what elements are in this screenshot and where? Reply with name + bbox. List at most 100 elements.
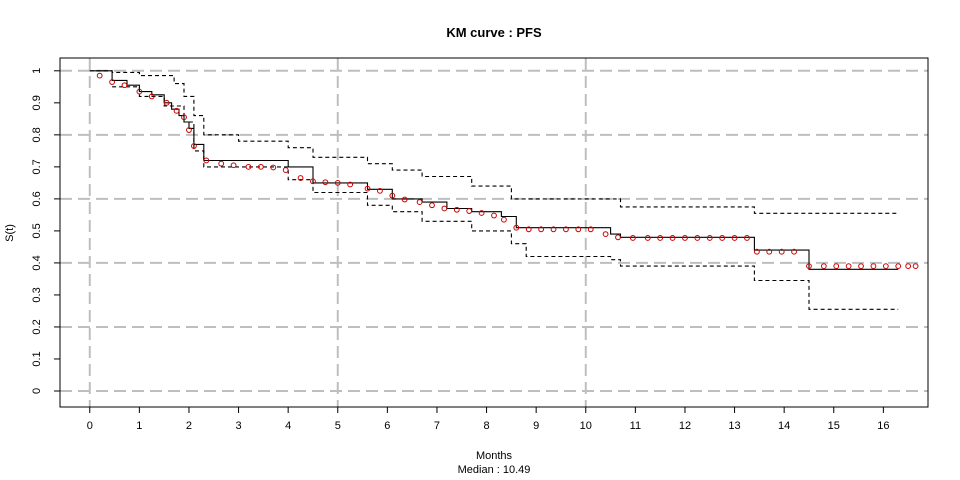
x-tick-label: 11: [630, 420, 641, 432]
censor-point: [895, 263, 902, 270]
censor-point: [245, 163, 252, 170]
y-tick-label: 0.5: [31, 223, 43, 238]
censor-points: [96, 72, 919, 270]
y-axis-label: S(t): [4, 224, 16, 242]
x-tick-label: 15: [828, 420, 840, 432]
x-tick-label: 16: [877, 420, 889, 432]
censor-point: [203, 157, 210, 164]
censor-point: [163, 99, 170, 106]
censor-point: [148, 93, 155, 100]
plot-frame: [59, 57, 929, 408]
censor-point: [753, 248, 760, 255]
x-tick-label: 9: [533, 420, 539, 432]
x-tick-label: 13: [728, 420, 740, 432]
y-tick-label: 1: [31, 68, 43, 74]
chart-subtitle-median: Median : 10.49: [458, 464, 531, 476]
censor-point: [136, 88, 143, 95]
censor-point: [377, 187, 383, 194]
censor-point: [121, 82, 128, 89]
x-axis-label: Months: [476, 450, 513, 462]
x-tick-label: 0: [87, 420, 93, 432]
censor-point: [282, 167, 289, 173]
censor-point: [833, 263, 840, 270]
x-axis: 0 1 2 3 4 5 6 7 8 9 10 11 12 13 14 15 16: [87, 407, 889, 432]
x-tick-label: 8: [483, 420, 489, 432]
censor-point: [297, 175, 304, 181]
censor-point: [644, 235, 651, 241]
censor-point: [791, 248, 797, 255]
censor-point: [563, 226, 569, 233]
censor-point: [719, 235, 726, 241]
censor-point: [478, 210, 485, 216]
censor-point: [766, 248, 773, 255]
censor-point: [501, 216, 507, 223]
x-tick-label: 10: [580, 420, 592, 432]
x-tick-label: 14: [778, 420, 790, 432]
censor-point: [334, 179, 341, 186]
censor-point: [912, 263, 919, 270]
censor-point: [669, 235, 676, 241]
y-tick-label: 0.2: [31, 319, 43, 334]
censor-point: [389, 192, 396, 199]
censor-point: [882, 263, 889, 270]
censor-point: [806, 263, 812, 270]
censor-point: [218, 160, 225, 167]
censor-point: [778, 248, 785, 255]
censor-point: [109, 79, 115, 85]
censor-point: [364, 185, 371, 192]
censor-point: [525, 226, 532, 233]
y-tick-label: 0: [31, 388, 43, 394]
censor-point: [466, 208, 473, 214]
censor-point: [694, 235, 701, 241]
y-axis: 0 0.1 0.2 0.3 0.4 0.5 0.6 0.7 0.8 0.9 1: [31, 68, 60, 394]
censor-point: [706, 235, 713, 241]
x-tick-label: 4: [285, 420, 291, 432]
censor-point: [845, 263, 852, 270]
censor-point: [575, 226, 582, 233]
y-tick-label: 0.3: [31, 287, 43, 302]
censor-point: [870, 263, 877, 270]
x-tick-label: 6: [384, 420, 390, 432]
censor-point: [905, 263, 912, 270]
censor-point: [550, 226, 557, 233]
x-tick-label: 3: [235, 420, 241, 432]
grid-lines: [60, 58, 928, 407]
y-tick-label: 0.9: [31, 95, 43, 110]
censor-point: [181, 114, 187, 121]
ci-upper-curve: [89, 70, 899, 214]
censor-point: [682, 235, 688, 241]
y-tick-label: 0.7: [31, 159, 43, 174]
censor-point: [310, 178, 316, 185]
censor-point: [820, 263, 827, 270]
censor-point: [270, 164, 277, 171]
censor-point: [186, 127, 192, 133]
x-tick-label: 1: [136, 420, 142, 432]
chart-title: KM curve : PFS: [446, 25, 542, 40]
censor-point: [257, 163, 264, 170]
censor-point: [453, 206, 460, 213]
censor-point: [230, 162, 237, 169]
y-tick-label: 0.1: [31, 351, 43, 366]
censor-point: [96, 72, 103, 79]
censor-point: [401, 196, 408, 203]
ci-lower-curve: [112, 86, 899, 310]
censor-point: [587, 226, 594, 233]
censor-point: [347, 181, 354, 188]
x-tick-label: 5: [335, 420, 341, 432]
censor-point: [513, 224, 520, 231]
censor-point: [615, 234, 621, 241]
x-tick-label: 2: [186, 420, 192, 432]
x-tick-label: 12: [679, 420, 691, 432]
censor-point: [602, 231, 609, 238]
survival-curve: [89, 70, 899, 270]
censor-point: [538, 226, 545, 233]
censor-point: [173, 107, 180, 114]
censor-point: [744, 235, 750, 241]
censor-point: [429, 202, 435, 209]
censor-point: [657, 235, 664, 241]
censor-point: [731, 235, 738, 241]
y-tick-label: 0.6: [31, 191, 43, 206]
censor-point: [441, 205, 448, 212]
